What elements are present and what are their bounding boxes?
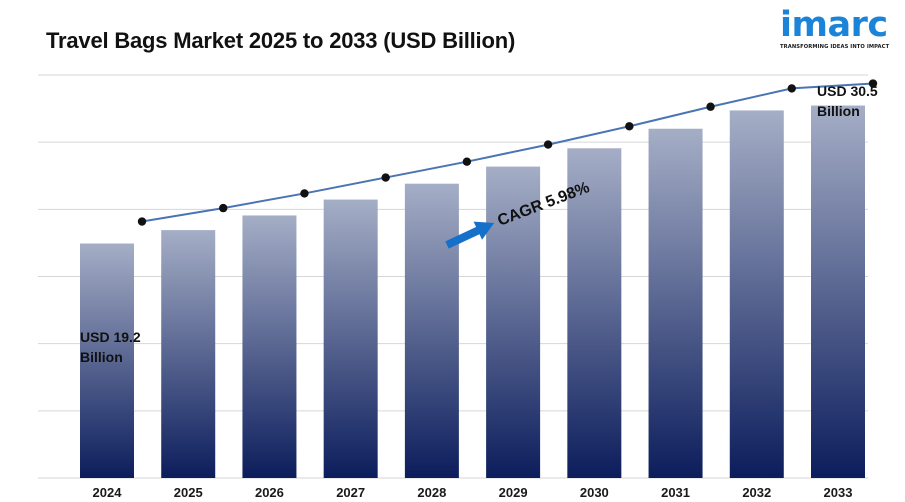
trend-point-2031 [706,102,715,111]
trend-point-2033 [868,79,878,88]
trend-point-2028 [462,157,472,166]
logo-wordmark: imarc [780,5,888,45]
end-unit-label: Billion [817,103,860,119]
cagr-arrow-shaft [445,226,482,249]
x-tick-label: 2024 [93,485,123,500]
x-tick-label: 2031 [661,485,690,500]
trend-point-2030 [625,122,634,131]
x-tick-label: 2029 [499,485,528,500]
x-axis-labels: 2024 2025 2026 2027 2028 2029 2030 2031 2032 2033 [93,485,853,500]
trend-line [137,79,878,226]
trend-point-2025 [219,203,228,213]
bar-2033 [811,105,865,478]
bars [80,105,865,479]
imarc-logo: imarc TRANSFORMING IDEAS INTO IMPACT [780,6,900,62]
x-tick-label: 2025 [174,485,203,500]
trend-point-2027 [381,173,390,182]
x-tick-label: 2033 [824,485,853,500]
start-value-label: USD 19.2 [80,329,141,345]
bar-2025 [161,230,216,478]
x-tick-label: 2028 [417,485,446,500]
x-tick-label: 2032 [742,485,771,500]
bar-2026 [242,215,297,478]
bar-2032 [729,110,784,478]
bar-2024 [80,243,134,478]
bar-2031 [648,128,703,478]
bar-2027 [323,199,378,478]
x-tick-label: 2027 [336,485,365,500]
trend-polyline [141,82,874,223]
cagr-arrow [445,221,495,249]
trend-point-2026 [300,189,309,198]
bar-2028 [404,183,459,479]
logo-tagline: TRANSFORMING IDEAS INTO IMPACT [780,44,890,50]
trend-point-2024 [137,217,147,226]
x-tick-label: 2026 [255,485,284,500]
cagr-arrow-head [473,221,495,240]
chart-title: Travel Bags Market 2025 to 2033 (USD Bil… [46,28,516,53]
bar-2029 [486,166,541,478]
start-unit-label: Billion [80,349,123,365]
x-tick-label: 2030 [580,485,609,500]
trend-point-2029 [543,140,553,149]
end-value-label: USD 30.5 [817,83,878,99]
bar-2030 [567,148,622,479]
trend-point-2032 [787,84,796,93]
